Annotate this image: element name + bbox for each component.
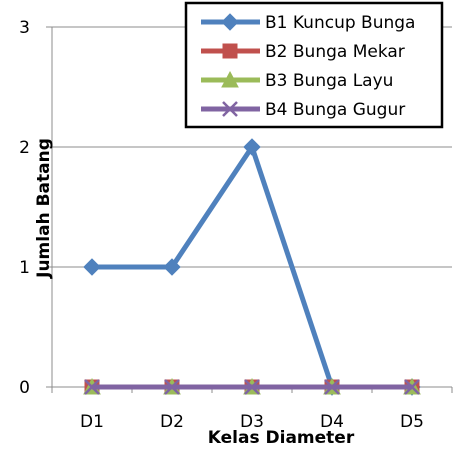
legend-entry: B2 Bunga Mekar	[201, 42, 405, 62]
data-point	[83, 258, 101, 276]
legend-entry: B3 Bunga Layu	[201, 70, 393, 91]
plot-series	[83, 138, 421, 396]
y-tick-label: 3	[19, 18, 30, 38]
legend-entry: B4 Bunga Gugur	[201, 100, 405, 120]
legend-marker	[222, 43, 238, 59]
legend-label: B4 Bunga Gugur	[265, 100, 405, 120]
data-point	[84, 379, 100, 395]
legend-label: B2 Bunga Mekar	[265, 42, 405, 62]
y-axis-title: Jumlah Batang	[34, 138, 54, 279]
x-tick-label: D5	[400, 412, 424, 432]
legend-entry: B1 Kuncup Bunga	[201, 13, 415, 33]
x-tick-label: D2	[160, 412, 184, 432]
legend-label: B3 Bunga Layu	[265, 71, 393, 91]
legend: B1 Kuncup Bunga B2 Bunga Mekar B3 Bunga La…	[184, 1, 444, 129]
legend-marker	[221, 70, 239, 88]
legend-label: B1 Kuncup Bunga	[265, 13, 415, 33]
x-axis-title: Kelas Diameter	[208, 428, 355, 448]
x-tick-label: D4	[320, 412, 344, 432]
data-point	[244, 379, 260, 395]
series-4	[84, 379, 420, 395]
legend-marker	[221, 13, 239, 31]
data-point	[324, 379, 340, 395]
y-axis: 0 1 2 3	[19, 18, 53, 398]
data-point	[164, 379, 180, 395]
y-tick-label: 2	[19, 138, 30, 158]
y-tick-label: 1	[19, 258, 30, 278]
data-point	[404, 379, 420, 395]
legend-marker	[222, 101, 238, 117]
x-tick-label: D3	[240, 412, 264, 432]
data-point	[243, 138, 261, 156]
y-tick-label: 0	[19, 378, 30, 398]
data-point	[163, 258, 181, 276]
x-tick-label: D1	[80, 412, 104, 432]
